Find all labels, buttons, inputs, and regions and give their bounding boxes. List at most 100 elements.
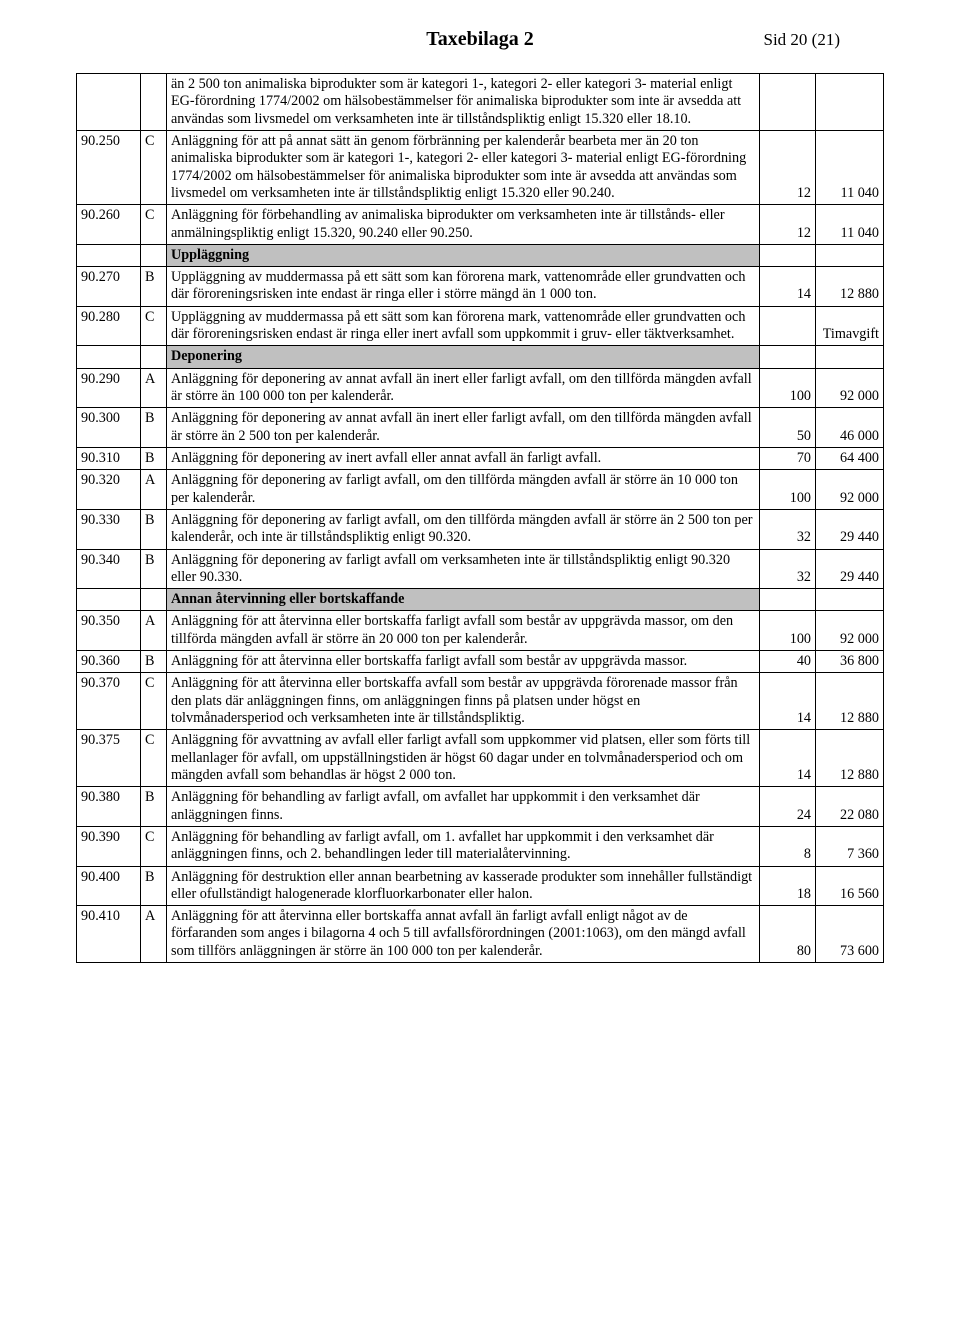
description-cell: än 2 500 ton animaliska biprodukter som … [167, 74, 760, 131]
description-cell: Anläggning för att återvinna eller borts… [167, 611, 760, 651]
value2-cell: 92 000 [816, 611, 884, 651]
code-cell: 90.300 [77, 408, 141, 448]
class-cell: A [141, 470, 167, 510]
class-cell: A [141, 906, 167, 963]
table-row: än 2 500 ton animaliska biprodukter som … [77, 74, 884, 131]
value2-cell [816, 346, 884, 368]
code-cell [77, 244, 141, 266]
value1-cell: 32 [760, 549, 816, 589]
table-row: 90.270BUppläggning av muddermassa på ett… [77, 267, 884, 307]
code-cell: 90.400 [77, 866, 141, 906]
class-cell [141, 244, 167, 266]
code-cell [77, 589, 141, 611]
code-cell: 90.330 [77, 509, 141, 549]
value1-cell: 50 [760, 408, 816, 448]
table-row: 90.360BAnläggning för att återvinna elle… [77, 651, 884, 673]
class-cell: B [141, 866, 167, 906]
code-cell: 90.270 [77, 267, 141, 307]
value1-cell: 14 [760, 267, 816, 307]
code-cell: 90.360 [77, 651, 141, 673]
value2-cell: 92 000 [816, 470, 884, 510]
class-cell: B [141, 509, 167, 549]
section-heading: Deponering [167, 346, 760, 368]
table-row: 90.310BAnläggning för deponering av iner… [77, 447, 884, 469]
value1-cell: 8 [760, 826, 816, 866]
value2-cell [816, 589, 884, 611]
class-cell: B [141, 549, 167, 589]
value2-cell: Timavgift [816, 306, 884, 346]
code-cell: 90.310 [77, 447, 141, 469]
table-row: 90.300BAnläggning för deponering av anna… [77, 408, 884, 448]
description-cell: Anläggning för avvattning av avfall elle… [167, 730, 760, 787]
document-title: Taxebilaga 2 [426, 28, 534, 51]
page-number: Sid 20 (21) [764, 30, 841, 50]
class-cell: B [141, 408, 167, 448]
code-cell [77, 74, 141, 131]
value1-cell [760, 244, 816, 266]
code-cell: 90.340 [77, 549, 141, 589]
value2-cell: 11 040 [816, 130, 884, 204]
value2-cell [816, 244, 884, 266]
table-row: 90.380BAnläggning för behandling av farl… [77, 787, 884, 827]
description-cell: Anläggning för deponering av annat avfal… [167, 368, 760, 408]
table-row: 90.280CUppläggning av muddermassa på ett… [77, 306, 884, 346]
value2-cell: 73 600 [816, 906, 884, 963]
page: Taxebilaga 2 Sid 20 (21) än 2 500 ton an… [0, 0, 960, 1338]
value1-cell: 12 [760, 205, 816, 245]
class-cell [141, 346, 167, 368]
value2-cell: 7 360 [816, 826, 884, 866]
value1-cell: 14 [760, 730, 816, 787]
table-row: 90.370CAnläggning för att återvinna elle… [77, 673, 884, 730]
value2-cell: 12 880 [816, 267, 884, 307]
description-cell: Anläggning för behandling av farligt avf… [167, 787, 760, 827]
value2-cell: 64 400 [816, 447, 884, 469]
value1-cell: 12 [760, 130, 816, 204]
description-cell: Anläggning för förbehandling av animalis… [167, 205, 760, 245]
description-cell: Anläggning för att återvinna eller borts… [167, 906, 760, 963]
code-cell: 90.250 [77, 130, 141, 204]
value2-cell: 92 000 [816, 368, 884, 408]
value2-cell: 16 560 [816, 866, 884, 906]
table-row: 90.290AAnläggning för deponering av anna… [77, 368, 884, 408]
value1-cell: 32 [760, 509, 816, 549]
description-cell: Anläggning för deponering av annat avfal… [167, 408, 760, 448]
description-cell: Anläggning för att återvinna eller borts… [167, 673, 760, 730]
code-cell: 90.280 [77, 306, 141, 346]
class-cell [141, 74, 167, 131]
description-cell: Uppläggning av muddermassa på ett sätt s… [167, 306, 760, 346]
code-cell: 90.290 [77, 368, 141, 408]
section-heading: Uppläggning [167, 244, 760, 266]
description-cell: Uppläggning av muddermassa på ett sätt s… [167, 267, 760, 307]
class-cell: C [141, 673, 167, 730]
tariff-table: än 2 500 ton animaliska biprodukter som … [76, 73, 884, 963]
code-cell: 90.350 [77, 611, 141, 651]
value2-cell: 46 000 [816, 408, 884, 448]
table-row: 90.340BAnläggning för deponering av farl… [77, 549, 884, 589]
value1-cell [760, 346, 816, 368]
code-cell: 90.380 [77, 787, 141, 827]
value1-cell: 40 [760, 651, 816, 673]
table-row: 90.330BAnläggning för deponering av farl… [77, 509, 884, 549]
class-cell: B [141, 651, 167, 673]
description-cell: Anläggning för deponering av farligt avf… [167, 509, 760, 549]
class-cell: C [141, 205, 167, 245]
value2-cell: 12 880 [816, 730, 884, 787]
value1-cell: 18 [760, 866, 816, 906]
section-row: Annan återvinning eller bortskaffande [77, 589, 884, 611]
class-cell: B [141, 447, 167, 469]
description-cell: Anläggning för att återvinna eller borts… [167, 651, 760, 673]
section-heading: Annan återvinning eller bortskaffande [167, 589, 760, 611]
value1-cell [760, 306, 816, 346]
class-cell: C [141, 826, 167, 866]
code-cell: 90.390 [77, 826, 141, 866]
description-cell: Anläggning för att på annat sätt än geno… [167, 130, 760, 204]
code-cell: 90.410 [77, 906, 141, 963]
code-cell: 90.320 [77, 470, 141, 510]
table-row: 90.410AAnläggning för att återvinna elle… [77, 906, 884, 963]
table-row: 90.350AAnläggning för att återvinna elle… [77, 611, 884, 651]
value1-cell: 70 [760, 447, 816, 469]
class-cell: C [141, 306, 167, 346]
code-cell [77, 346, 141, 368]
value1-cell: 14 [760, 673, 816, 730]
description-cell: Anläggning för deponering av inert avfal… [167, 447, 760, 469]
